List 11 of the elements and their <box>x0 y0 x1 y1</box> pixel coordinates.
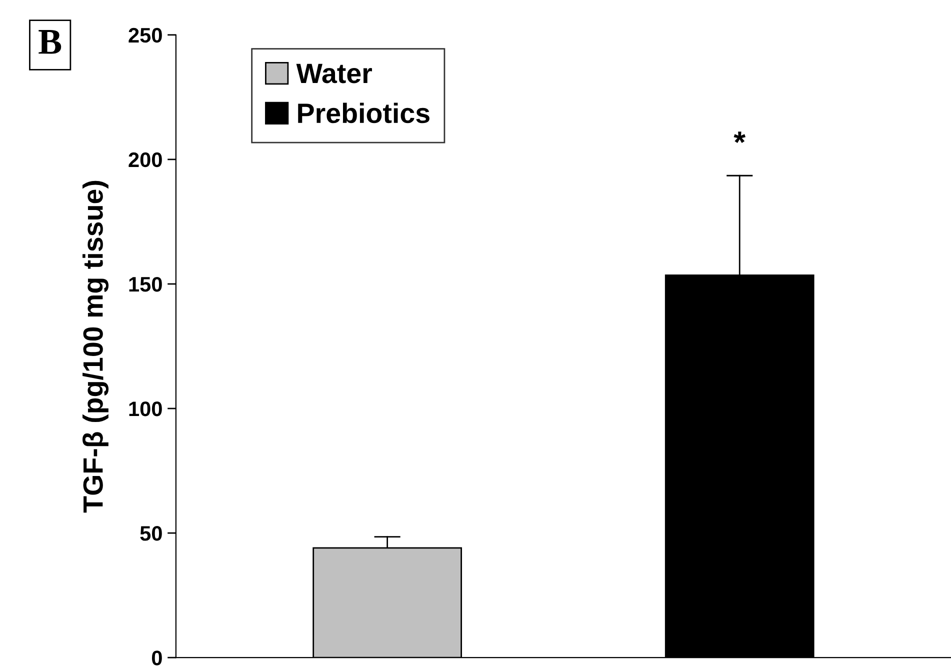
y-tick-label: 200 <box>128 152 162 168</box>
y-tick-label: 150 <box>129 276 162 292</box>
annotation: * <box>734 132 746 143</box>
legend-label: Water <box>296 64 372 84</box>
legend-label: Prebiotics <box>298 102 430 124</box>
y-tick-label: 250 <box>128 28 162 43</box>
y-tick-label: 0 <box>152 650 162 666</box>
text: B <box>38 30 62 54</box>
y-tick-label: 50 <box>140 526 162 541</box>
y-tick-label: 100 <box>129 402 162 416</box>
y-axis-title: TGF-β (pg/100 mg tissue) <box>82 180 109 513</box>
